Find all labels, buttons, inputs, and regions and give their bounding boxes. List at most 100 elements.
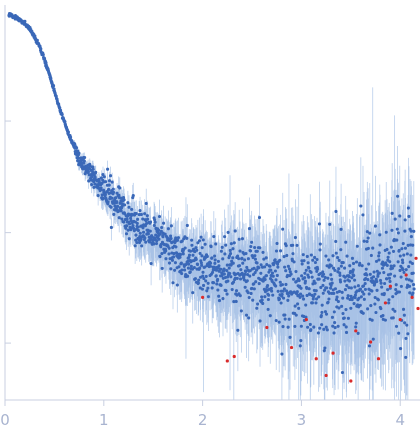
data-point [359, 287, 363, 291]
data-point [189, 264, 193, 268]
data-point [208, 264, 212, 268]
data-point [347, 286, 351, 290]
data-point [153, 220, 157, 224]
data-point [141, 217, 145, 221]
data-point [283, 265, 287, 269]
data-point [250, 240, 254, 244]
data-point [363, 282, 367, 286]
data-point [173, 261, 177, 265]
data-point [263, 295, 267, 299]
data-point [102, 175, 106, 179]
data-point [157, 214, 162, 219]
data-point [259, 263, 263, 267]
data-point [397, 290, 402, 294]
data-point [388, 260, 392, 264]
data-point [313, 255, 317, 260]
data-point [109, 225, 113, 230]
data-point [329, 286, 333, 290]
outlier-point [349, 379, 353, 383]
data-point [187, 253, 192, 257]
data-point [323, 346, 327, 350]
data-point [136, 217, 140, 221]
data-point [169, 267, 173, 271]
outlier-point [289, 345, 294, 350]
data-point [120, 217, 124, 221]
data-point [321, 270, 325, 274]
data-point [389, 272, 393, 276]
data-point [59, 108, 63, 112]
data-point [250, 286, 254, 290]
data-point [373, 296, 377, 300]
data-point [299, 286, 303, 290]
data-point [106, 200, 110, 204]
data-point [263, 265, 267, 269]
data-point [394, 283, 398, 287]
data-point [201, 283, 206, 287]
data-point [316, 331, 320, 335]
data-point [311, 297, 315, 301]
data-point [274, 284, 278, 288]
data-point [269, 268, 273, 272]
data-point [111, 187, 115, 191]
data-point [391, 249, 396, 253]
data-point [317, 277, 321, 281]
data-point [277, 320, 281, 324]
data-point [183, 246, 187, 250]
data-point [403, 246, 407, 250]
data-point [400, 258, 405, 262]
data-point [180, 239, 184, 243]
data-point [242, 275, 246, 279]
data-point [396, 260, 400, 264]
data-point [407, 284, 412, 288]
data-point [390, 228, 394, 232]
data-point [322, 327, 326, 331]
data-point [331, 324, 335, 328]
data-point [187, 262, 191, 266]
data-point [216, 288, 220, 292]
data-point [122, 198, 126, 202]
data-point [217, 299, 222, 303]
outlier-point [414, 256, 418, 260]
data-point [313, 281, 317, 285]
data-point [306, 325, 310, 329]
data-point [284, 282, 288, 287]
data-point [104, 180, 108, 184]
data-point [304, 268, 308, 272]
data-point [375, 279, 379, 284]
data-point [131, 224, 135, 228]
data-point [349, 306, 353, 310]
data-point [387, 251, 391, 255]
data-point [129, 219, 133, 223]
data-point [401, 307, 406, 311]
data-point [303, 271, 307, 275]
data-point [317, 295, 321, 299]
data-point [354, 321, 358, 325]
data-point [197, 239, 202, 243]
outlier-point [314, 357, 318, 361]
data-point [410, 279, 414, 283]
data-point [258, 246, 262, 250]
data-point [329, 273, 333, 277]
data-point [210, 286, 214, 290]
data-point [283, 317, 287, 321]
data-point [58, 106, 62, 110]
data-point [326, 300, 330, 304]
data-point [296, 302, 300, 306]
data-point [292, 290, 296, 294]
data-point [311, 258, 315, 262]
data-point [116, 204, 120, 208]
data-point [267, 293, 271, 297]
data-point [260, 295, 264, 299]
data-point [255, 261, 259, 265]
data-point [171, 255, 176, 259]
data-point [293, 304, 297, 308]
data-point [214, 274, 218, 278]
data-point [324, 254, 328, 258]
outlier-point [201, 295, 205, 299]
data-point [282, 255, 286, 259]
data-point [237, 264, 242, 268]
x-tick-label: 1 [99, 411, 109, 429]
data-point [404, 268, 408, 272]
data-point [198, 266, 202, 270]
data-point [358, 261, 362, 265]
